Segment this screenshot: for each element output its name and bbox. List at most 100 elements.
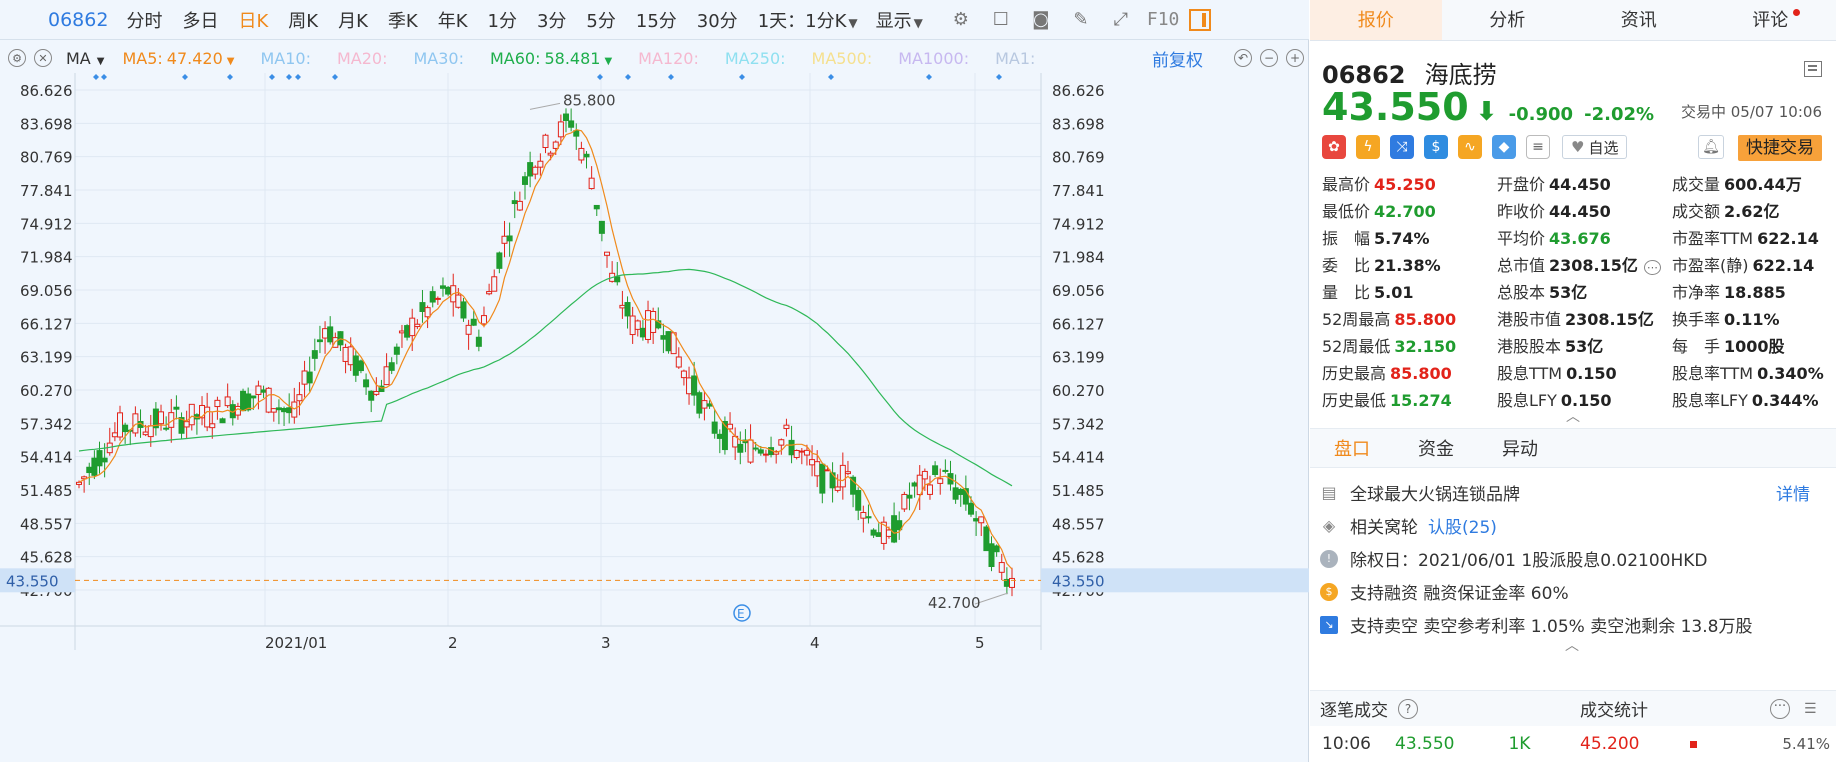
camera-icon[interactable]: ◙ <box>1032 8 1050 30</box>
candle-body[interactable] <box>76 481 82 485</box>
pencil-draw-icon[interactable]: ✎ <box>1073 8 1089 30</box>
candle-body[interactable] <box>932 465 939 475</box>
settings-gear-icon[interactable]: ⚙ <box>952 8 969 30</box>
candle-body[interactable] <box>624 302 631 317</box>
candle-body[interactable] <box>819 463 826 494</box>
event-diamond-icon[interactable] <box>269 74 275 80</box>
subtab-2[interactable]: 异动 <box>1502 439 1538 460</box>
trend-icon[interactable]: ∿ <box>1458 135 1482 159</box>
timeframe-3[interactable]: 周K <box>288 10 319 32</box>
candle-body[interactable] <box>240 390 247 412</box>
candle-body[interactable] <box>470 318 477 326</box>
candle-body[interactable] <box>316 339 323 343</box>
candle-body[interactable] <box>245 393 252 411</box>
candle-body[interactable] <box>583 153 590 158</box>
undo-icon[interactable]: ↶ <box>1234 49 1252 67</box>
candle-body[interactable] <box>260 389 267 393</box>
candle-body[interactable] <box>834 486 841 491</box>
candle-body[interactable] <box>388 362 395 371</box>
timeframe-1[interactable]: 多日 <box>182 10 219 32</box>
candle-body[interactable] <box>942 469 949 472</box>
candle-body[interactable] <box>588 177 595 190</box>
candle-body[interactable] <box>993 545 1000 553</box>
candle-body[interactable] <box>557 121 564 138</box>
f10-button[interactable]: F10 <box>1146 9 1180 30</box>
candle-body[interactable] <box>855 490 862 511</box>
candle-body[interactable] <box>445 286 452 295</box>
ma-item-0[interactable]: MA5: 47.420 ▼ <box>122 49 234 68</box>
candle-body[interactable] <box>496 252 503 269</box>
candle-body[interactable] <box>629 315 636 336</box>
candle-body[interactable] <box>111 432 118 438</box>
candle-body[interactable] <box>911 482 918 487</box>
candle-body[interactable] <box>829 472 836 489</box>
candle-body[interactable] <box>860 512 867 519</box>
help-icon[interactable]: ? <box>1398 698 1418 719</box>
candle-body[interactable] <box>639 327 646 338</box>
candle-body[interactable] <box>803 449 810 456</box>
candle-body[interactable] <box>680 370 687 379</box>
candle-body[interactable] <box>96 450 103 467</box>
candle-body[interactable] <box>532 166 539 175</box>
trade-stats-title[interactable]: 成交统计 <box>1580 701 1648 721</box>
tab-3[interactable]: 评论 <box>1705 0 1836 40</box>
event-diamond-icon[interactable] <box>101 74 107 80</box>
tick-trades-title[interactable]: 逐笔成交 <box>1320 701 1388 721</box>
candle-body[interactable] <box>270 408 277 413</box>
candle-body[interactable] <box>916 474 923 496</box>
toolbar-stock-code[interactable]: 06862 <box>48 8 109 31</box>
candle-body[interactable] <box>783 424 790 430</box>
candle-body[interactable] <box>219 418 226 424</box>
candle-body[interactable] <box>691 375 698 396</box>
indicator-settings-icon[interactable]: ⚙ <box>8 49 26 67</box>
ma-item-6[interactable]: MA250: <box>725 49 786 68</box>
candle-body[interactable] <box>778 439 785 446</box>
candle-body[interactable] <box>486 291 493 295</box>
candle-body[interactable] <box>727 423 734 430</box>
ma-item-5[interactable]: MA120: <box>638 49 699 68</box>
lightning-icon[interactable]: ϟ <box>1356 135 1380 159</box>
candle-body[interactable] <box>896 520 903 531</box>
candle-body[interactable] <box>552 141 559 149</box>
ma-item-4[interactable]: MA60: 58.481 ▼ <box>490 49 612 68</box>
candle-body[interactable] <box>793 449 800 458</box>
candle-body[interactable] <box>183 421 190 428</box>
candle-body[interactable] <box>342 346 349 362</box>
candle-body[interactable] <box>706 403 713 407</box>
candle-body[interactable] <box>419 302 426 312</box>
candle-body[interactable] <box>983 526 990 552</box>
candle-body[interactable] <box>604 251 611 256</box>
side-panel-toggle-icon[interactable] <box>1189 8 1212 31</box>
menu-icon[interactable] <box>1804 61 1822 77</box>
event-diamond-icon[interactable] <box>597 74 603 80</box>
candle-body[interactable] <box>429 291 436 303</box>
candle-body[interactable] <box>250 395 257 399</box>
candle-body[interactable] <box>952 487 959 500</box>
candle-body[interactable] <box>711 421 718 434</box>
candle-body[interactable] <box>665 331 672 352</box>
candle-body[interactable] <box>275 407 282 411</box>
candle-body[interactable] <box>926 484 933 495</box>
more-icon[interactable]: ··· <box>1770 698 1790 719</box>
candle-body[interactable] <box>491 276 498 292</box>
timeframe-7[interactable]: 1分 <box>487 10 517 32</box>
candle-body[interactable] <box>578 147 585 161</box>
candle-body[interactable] <box>988 543 995 568</box>
candle-body[interactable] <box>701 400 708 409</box>
collapse-chevron-icon[interactable]: ︿ <box>1566 409 1580 425</box>
candle-body[interactable] <box>265 387 272 413</box>
candle-body[interactable] <box>101 457 108 463</box>
ma-item-7[interactable]: MA500: <box>812 49 873 68</box>
candle-body[interactable] <box>209 423 216 429</box>
candle-body[interactable] <box>973 518 980 522</box>
candle-body[interactable] <box>460 301 467 319</box>
candle-body[interactable] <box>527 162 534 177</box>
candle-body[interactable] <box>885 529 892 537</box>
candle-body[interactable] <box>850 476 857 495</box>
candle-body[interactable] <box>322 328 329 339</box>
candle-body[interactable] <box>383 366 390 386</box>
candle-body[interactable] <box>573 130 580 137</box>
dollar-icon[interactable]: $ <box>1424 135 1448 159</box>
timeframe-10[interactable]: 15分 <box>635 10 677 32</box>
event-diamond-icon[interactable] <box>182 74 188 80</box>
